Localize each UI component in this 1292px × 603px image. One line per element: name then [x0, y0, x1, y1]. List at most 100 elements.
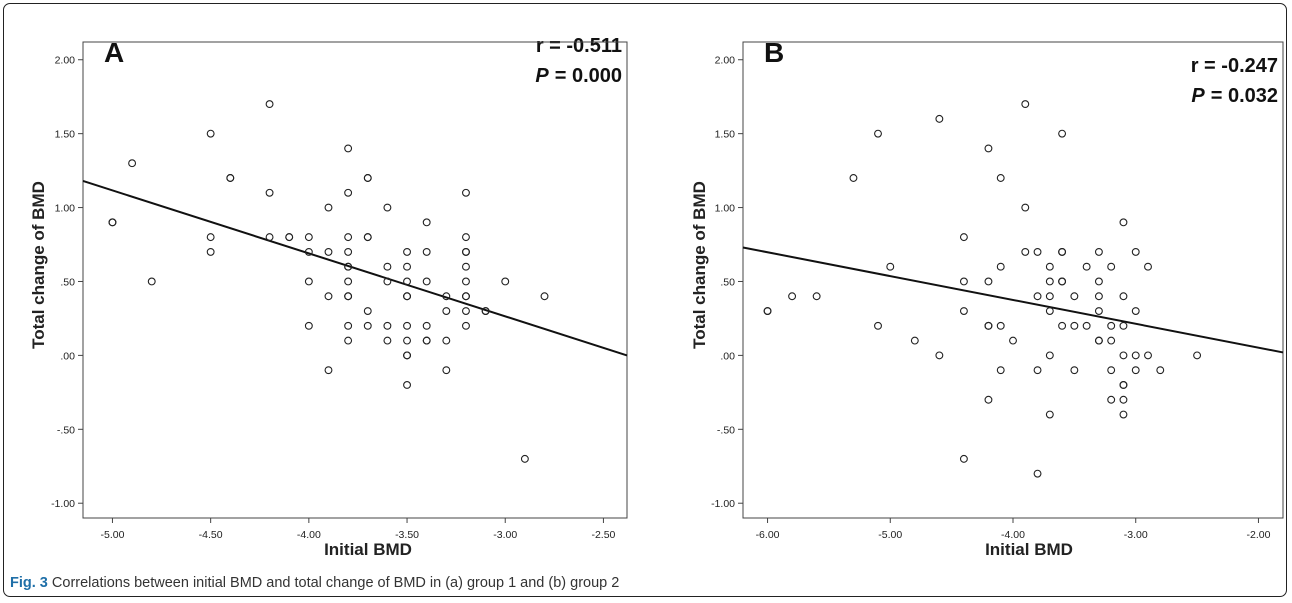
plot-area-a: [82, 41, 628, 519]
data-point: [984, 321, 993, 330]
data-point: [344, 292, 353, 301]
data-point: [422, 277, 431, 286]
x-tick-label: -5.00: [878, 529, 902, 541]
data-point: [422, 321, 431, 330]
data-point: [383, 321, 392, 330]
data-point: [1144, 262, 1152, 271]
y-tick-label: -1.00: [711, 498, 735, 510]
data-point: [849, 174, 858, 182]
y-tick-label: .50: [720, 276, 735, 288]
data-point: [383, 277, 392, 286]
y-axis-label-a: Total change of BMD: [29, 181, 48, 349]
data-point: [1131, 351, 1140, 360]
data-point: [1119, 381, 1128, 389]
x-tick-label: -2.00: [1246, 529, 1270, 541]
data-point: [481, 307, 490, 315]
data-point: [1045, 262, 1054, 271]
data-point: [265, 188, 274, 197]
data-point: [344, 262, 353, 271]
data-point: [1094, 277, 1103, 286]
y-tick-label: .50: [60, 276, 75, 288]
data-point: [1082, 262, 1091, 271]
y-tick-label: 2.00: [715, 55, 736, 67]
data-point: [1094, 307, 1103, 315]
y-axis-label-b: Total change of BMD: [690, 181, 709, 349]
y-tick-label: 1.50: [715, 129, 736, 141]
data-point: [1070, 292, 1079, 301]
data-point: [1045, 410, 1054, 419]
data-point: [1107, 321, 1116, 330]
data-point: [1119, 292, 1128, 301]
data-point: [1058, 277, 1067, 286]
data-point: [984, 277, 993, 286]
data-point: [874, 321, 882, 330]
data-point: [304, 233, 313, 242]
data-point: [462, 188, 470, 197]
data-point: [984, 144, 993, 153]
data-point: [1021, 247, 1030, 256]
data-point: [520, 454, 529, 463]
data-point: [462, 262, 470, 271]
data-point: [959, 277, 968, 286]
data-point: [344, 247, 353, 256]
data-point: [403, 277, 411, 286]
data-point: [1058, 129, 1067, 138]
data-point: [886, 262, 895, 271]
data-point: [344, 144, 353, 153]
y-tick-label: 2.00: [55, 55, 76, 67]
x-tick-label: -3.50: [395, 529, 419, 541]
data-point: [1131, 307, 1140, 315]
data-point: [147, 277, 156, 286]
data-point: [462, 292, 470, 301]
data-point: [910, 336, 919, 345]
data-point: [1107, 336, 1116, 345]
y-tick-label: 1.00: [55, 203, 76, 215]
figure-frame: [3, 3, 1287, 597]
data-point: [1107, 262, 1116, 271]
data-point: [422, 336, 431, 345]
data-point: [383, 336, 392, 345]
x-tick-label: -2.50: [591, 529, 615, 541]
panel-label-a: A: [104, 37, 124, 68]
data-point: [462, 233, 470, 242]
plot-area-b: [742, 41, 1284, 519]
data-point: [1033, 469, 1042, 478]
y-tick-label: -.50: [57, 424, 75, 436]
fit-line-b: [742, 246, 1284, 354]
data-point: [344, 277, 353, 286]
data-point: [383, 262, 392, 271]
data-point: [812, 292, 821, 301]
stat-r-b: r = -0.247: [1191, 55, 1278, 77]
x-axis-label-b: Initial BMD: [985, 540, 1073, 559]
data-point: [996, 262, 1005, 271]
data-point: [1119, 351, 1128, 360]
data-point: [324, 292, 333, 301]
data-point: [996, 174, 1005, 182]
data-point: [984, 395, 993, 404]
figure-caption: Fig. 3 Correlations between initial BMD …: [10, 575, 619, 591]
y-tick-label: -1.00: [51, 498, 75, 510]
data-point: [304, 277, 313, 286]
x-tick-label: -5.00: [100, 529, 124, 541]
data-point: [462, 321, 470, 330]
data-point: [344, 233, 353, 242]
data-point: [1119, 218, 1128, 227]
data-point: [1107, 366, 1116, 375]
data-point: [1033, 292, 1042, 301]
figure-number: Fig. 3: [10, 575, 48, 591]
x-axis-label-a: Initial BMD: [324, 540, 412, 559]
data-point: [540, 292, 549, 301]
data-point: [1193, 351, 1202, 360]
data-point: [422, 218, 431, 227]
data-point: [1033, 366, 1042, 375]
data-point: [403, 381, 411, 389]
data-point: [1156, 366, 1165, 375]
data-point: [959, 307, 968, 315]
data-point: [1094, 247, 1103, 256]
data-point: [383, 203, 392, 212]
data-point: [344, 336, 353, 345]
data-point: [996, 366, 1005, 375]
data-point: [363, 233, 372, 242]
y-tick-label: 1.50: [55, 129, 76, 141]
